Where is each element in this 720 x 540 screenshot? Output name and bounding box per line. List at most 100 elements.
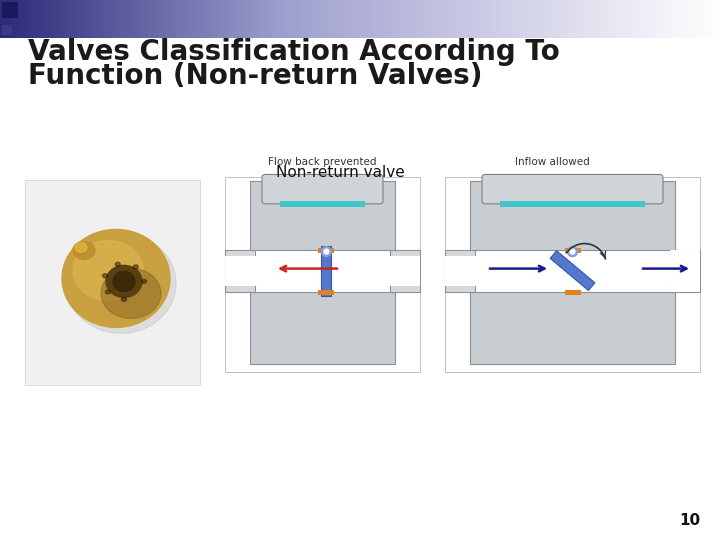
Bar	[421, 0, 424, 38]
Ellipse shape	[122, 298, 127, 301]
Bar	[560, 0, 562, 38]
Bar	[256, 0, 258, 38]
Bar	[266, 0, 269, 38]
Bar	[479, 0, 482, 38]
Bar	[392, 0, 395, 38]
Text: Function (Non-return Valves): Function (Non-return Valves)	[28, 62, 482, 90]
Bar	[533, 0, 536, 38]
Bar	[198, 0, 201, 38]
Bar	[294, 0, 296, 38]
Bar	[691, 0, 694, 38]
Bar	[648, 0, 651, 38]
Bar	[445, 177, 700, 372]
Bar	[613, 0, 616, 38]
Ellipse shape	[105, 290, 110, 294]
Bar	[225, 0, 228, 38]
Bar	[321, 246, 331, 295]
Circle shape	[567, 247, 577, 256]
Bar	[459, 0, 462, 38]
Bar	[472, 0, 474, 38]
Bar	[400, 0, 402, 38]
Bar	[461, 0, 464, 38]
Bar	[382, 0, 384, 38]
Bar	[174, 0, 177, 38]
Bar	[657, 0, 660, 38]
Bar	[359, 0, 361, 38]
Circle shape	[324, 249, 329, 254]
Bar	[536, 0, 539, 38]
Bar	[329, 0, 332, 38]
Bar	[518, 0, 521, 38]
Bar	[623, 0, 626, 38]
Bar	[220, 0, 222, 38]
Bar	[225, 177, 420, 372]
Bar	[270, 0, 273, 38]
Bar	[333, 0, 336, 38]
Bar	[517, 0, 519, 38]
Bar	[470, 292, 675, 364]
Bar	[194, 0, 197, 38]
Bar	[99, 0, 102, 38]
Bar	[155, 0, 158, 38]
Bar	[414, 0, 417, 38]
Bar	[344, 0, 346, 38]
Bar	[318, 289, 334, 295]
Bar	[616, 0, 618, 38]
Bar	[179, 0, 181, 38]
Bar	[133, 0, 136, 38]
Bar	[637, 0, 640, 38]
Bar	[396, 0, 399, 38]
Bar	[0, 0, 3, 38]
Ellipse shape	[106, 265, 142, 298]
Bar	[218, 0, 220, 38]
Bar	[508, 0, 510, 38]
Bar	[683, 0, 685, 38]
Bar	[356, 0, 359, 38]
Bar	[416, 0, 418, 38]
Bar	[673, 0, 676, 38]
Bar	[713, 0, 716, 38]
Bar	[222, 0, 224, 38]
Bar	[412, 0, 415, 38]
Bar	[703, 0, 706, 38]
Bar	[58, 0, 60, 38]
Ellipse shape	[101, 268, 161, 319]
Bar	[534, 0, 537, 38]
Bar	[481, 0, 483, 38]
Bar	[655, 0, 658, 38]
Bar	[83, 0, 86, 38]
Bar	[665, 0, 667, 38]
Bar	[306, 0, 309, 38]
Bar	[311, 0, 314, 38]
Bar	[541, 0, 544, 38]
Bar	[632, 0, 634, 38]
Ellipse shape	[133, 265, 138, 269]
Bar	[317, 0, 320, 38]
Bar	[612, 0, 615, 38]
Bar	[360, 0, 363, 38]
Bar	[522, 0, 525, 38]
Bar	[677, 0, 680, 38]
Bar	[493, 0, 496, 38]
Bar	[688, 0, 690, 38]
Bar	[160, 0, 163, 38]
Bar	[288, 0, 291, 38]
Bar	[431, 0, 433, 38]
Bar	[164, 0, 166, 38]
Bar	[510, 0, 512, 38]
Bar	[659, 0, 662, 38]
Bar	[662, 0, 665, 38]
Bar	[577, 0, 580, 38]
Bar	[223, 0, 226, 38]
Bar	[254, 0, 256, 38]
Bar	[45, 0, 48, 38]
Bar	[549, 0, 552, 38]
Bar	[78, 0, 80, 38]
Bar	[107, 0, 109, 38]
Bar	[391, 0, 393, 38]
Bar	[6, 0, 8, 38]
Bar	[606, 0, 609, 38]
Bar	[455, 0, 458, 38]
Bar	[680, 0, 683, 38]
Bar	[405, 0, 408, 38]
